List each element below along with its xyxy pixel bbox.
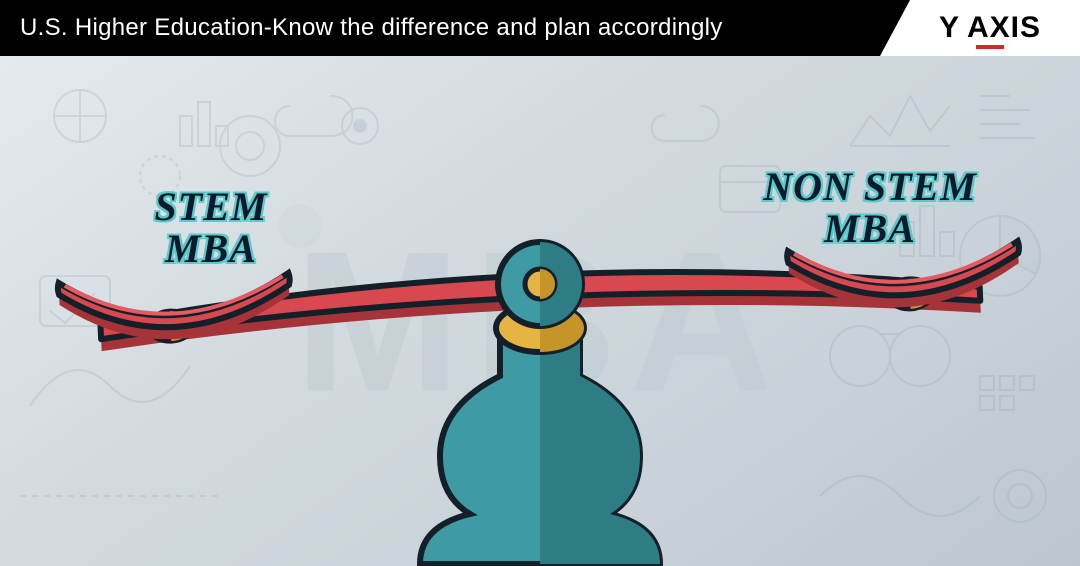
right-option-label: NON STEM MBA	[720, 166, 1020, 250]
left-label-line1: STEM	[155, 184, 268, 229]
brand-logo: Y AXIS	[939, 11, 1041, 45]
left-option-label: STEM MBA	[86, 186, 336, 270]
scale-base	[420, 304, 660, 564]
logo-letter-y: Y	[939, 11, 960, 44]
logo-wrap: Y AXIS	[880, 0, 1080, 56]
left-label-line2: MBA	[165, 226, 257, 271]
page-title: U.S. Higher Education-Know the differenc…	[20, 14, 723, 42]
right-label-line1: NON STEM	[763, 164, 977, 209]
logo-underline-icon	[976, 45, 1004, 49]
header-title-wrap: U.S. Higher Education-Know the differenc…	[0, 0, 880, 56]
scale-left-pan	[58, 273, 293, 346]
logo-word-axis: AXIS	[967, 11, 1041, 44]
logo-slash-icon	[960, 9, 967, 43]
right-label-line2: MBA	[824, 206, 916, 251]
infographic-canvas: MBA	[0, 56, 1080, 566]
balance-scale-icon	[40, 86, 1040, 566]
header-bar: U.S. Higher Education-Know the differenc…	[0, 0, 1080, 56]
